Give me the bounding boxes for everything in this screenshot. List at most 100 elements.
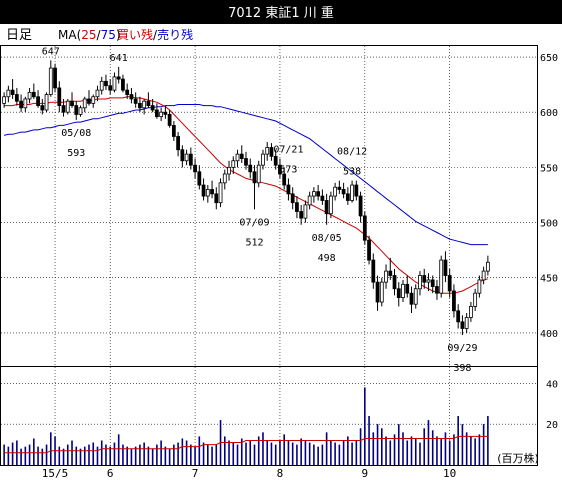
candle (2, 92, 7, 108)
candle (299, 204, 304, 225)
candle-body-down (70, 100, 74, 106)
ma-short-label: 25 (81, 28, 96, 42)
candle-body-down (358, 195, 363, 217)
candle (248, 158, 253, 179)
candle (388, 257, 393, 280)
candle-body-up (473, 292, 478, 307)
candle-body-down (392, 275, 397, 290)
candle (78, 105, 83, 117)
candle (256, 160, 261, 188)
candle-body-down (104, 80, 108, 87)
candle-body-up (142, 100, 147, 109)
candle-body-down (193, 164, 197, 173)
candle (146, 92, 151, 108)
candle-body-up (44, 94, 49, 111)
candle-body-up (23, 98, 28, 109)
annotation-text: 08/05 (312, 233, 342, 244)
candle-body-down (269, 147, 274, 157)
candle-body-down (19, 100, 23, 109)
candle-body-down (337, 186, 342, 190)
candle (375, 275, 380, 311)
candle (362, 211, 367, 245)
ma-suffix: ) (116, 28, 121, 42)
candle-body-down (108, 85, 113, 91)
candle-body-down (443, 259, 448, 276)
candle-body-up (6, 89, 11, 98)
candle (167, 110, 172, 128)
annotation-text: 498 (318, 253, 336, 264)
candle (328, 191, 333, 219)
candle (99, 76, 104, 95)
candle (214, 187, 219, 210)
candle-body-up (184, 153, 189, 162)
candle-body-down (435, 286, 439, 294)
candle-body-up (99, 80, 104, 91)
candle (239, 145, 244, 163)
candle-body-up (159, 111, 164, 118)
candle (371, 253, 376, 289)
candle-body-up (65, 100, 70, 113)
annotation-text: 08/12 (337, 147, 367, 158)
annotation-text: 573 (279, 164, 297, 175)
candle (231, 156, 236, 174)
candle-body-down (210, 189, 214, 195)
candle-body-down (201, 184, 206, 197)
candle (316, 185, 321, 201)
candle (82, 96, 87, 113)
candle (435, 279, 439, 300)
candle-body-down (36, 96, 40, 106)
candle-body-down (299, 211, 304, 219)
time-tick-label: 9 (362, 467, 369, 480)
volume-panel-frame (0, 366, 538, 466)
candle-body-down (371, 259, 376, 283)
candle (265, 142, 270, 161)
axis-layer: 400 450 500 550 600 650 20 40 15/5 6 7 8 9 10 (42, 53, 558, 480)
candle (142, 98, 147, 115)
candle (74, 101, 79, 120)
candle-body-up (48, 67, 53, 95)
candle-body-up (384, 270, 388, 283)
candle (163, 105, 168, 119)
price-annotation: 641 (110, 53, 128, 64)
candle-body-down (87, 98, 91, 104)
candle-body-up (256, 164, 261, 184)
candle (282, 167, 287, 190)
price-annotation: 07/21 573 (273, 144, 303, 175)
candle (273, 149, 278, 170)
time-tick-label: 6 (107, 467, 114, 480)
candle-body-down (121, 78, 125, 91)
candle-body-down (422, 275, 427, 283)
candle-body-up (222, 173, 227, 184)
ma25-line (4, 96, 489, 294)
candle (354, 180, 359, 201)
candle-body-down (388, 270, 393, 276)
candle-body-up (218, 182, 223, 204)
candle-body-down (31, 91, 36, 98)
candle-body-down (129, 94, 134, 100)
candle-body-down (252, 171, 257, 184)
candle-body-down (447, 275, 452, 292)
candle-body-down (282, 173, 287, 186)
candle (108, 79, 113, 95)
annotation-layer: 64764105/0859307/0951207/2157308/0549808… (42, 46, 478, 374)
candle-body-up (261, 153, 265, 166)
price-annotation: 08/12 538 (337, 147, 367, 178)
candle (396, 282, 401, 307)
candle-body-up (379, 281, 384, 303)
candle (193, 158, 197, 179)
candle-body-down (138, 102, 142, 109)
ma-layer (3, 96, 489, 294)
candle-body-down (345, 193, 350, 201)
price-annotation: 07/09 512 (239, 217, 269, 248)
candle (36, 90, 40, 108)
candle-body-down (133, 98, 138, 104)
candle (10, 79, 15, 99)
candle (473, 288, 478, 311)
candle (290, 187, 295, 210)
chart-title: 7012 東証1 川 重 (228, 5, 334, 21)
candle-body-down (167, 114, 172, 126)
candle-body-down (290, 193, 295, 204)
candle (44, 92, 49, 113)
price-tick-label: 450 (540, 274, 558, 285)
